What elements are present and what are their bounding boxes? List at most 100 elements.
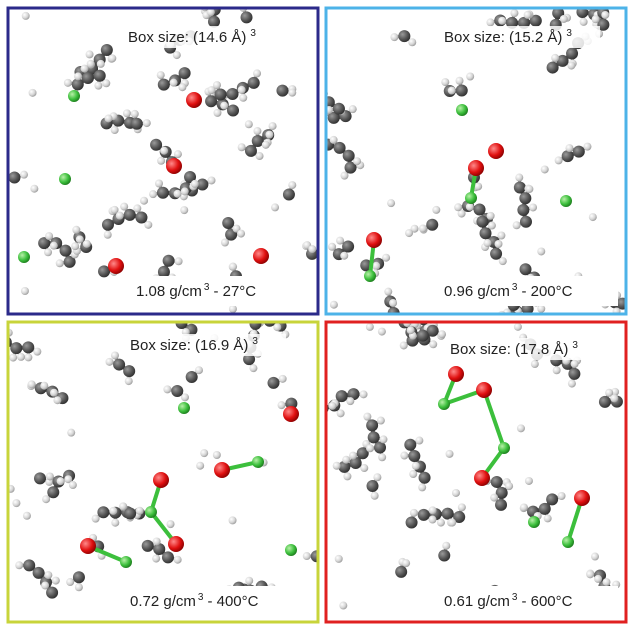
carbon-atom <box>416 329 429 342</box>
hydrogen-atom <box>104 114 113 123</box>
hydrogen-atom <box>237 229 246 238</box>
oxygen-atom <box>153 472 169 488</box>
hydrogen-atom <box>166 520 175 529</box>
oxygen-atom <box>474 470 490 486</box>
hydrogen-atom <box>486 211 495 220</box>
hydrogen-atom <box>21 11 30 20</box>
hydrogen-atom <box>605 388 614 397</box>
hydrogen-atom <box>40 381 49 390</box>
box-size-text: Box size: (15.2 Å) <box>444 29 562 46</box>
hydrogen-atom <box>24 353 33 362</box>
hydrogen-atom <box>82 239 91 248</box>
density-text: 0.72 g/cm <box>130 593 196 610</box>
hydrogen-atom <box>33 347 42 356</box>
carbon-atom <box>597 18 610 31</box>
carbon-atom <box>344 161 357 174</box>
hydrogen-atom <box>110 351 119 360</box>
oxygen-atom <box>468 160 484 176</box>
hydrogen-atom <box>342 455 351 464</box>
hydrogen-atom <box>442 541 451 550</box>
box-size-label: Box size: (15.2 Å) 3 <box>444 28 572 46</box>
hydrogen-atom <box>418 224 427 233</box>
hydrogen-atom <box>239 93 248 102</box>
hydrogen-atom <box>384 287 393 296</box>
hydrogen-atom <box>591 15 600 24</box>
hydrogen-atom <box>119 502 128 511</box>
carbon-atom <box>162 254 175 267</box>
carbon-atom <box>417 508 430 521</box>
hydrogen-atom <box>454 203 463 212</box>
carbon-atom <box>135 211 148 224</box>
carbon-atom <box>513 181 526 194</box>
hydrogen-atom <box>567 61 576 70</box>
hydrogen-atom <box>340 251 349 260</box>
hydrogen-atom <box>12 499 21 508</box>
hydrogen-atom <box>402 559 411 568</box>
bond <box>482 389 506 449</box>
hydrogen-atom <box>213 81 222 90</box>
hydrogen-atom <box>160 146 169 155</box>
hydrogen-atom <box>277 401 286 410</box>
carbon-atom <box>518 16 531 29</box>
hydrogen-atom <box>75 235 84 244</box>
hydrogen-atom <box>360 464 369 473</box>
panel-border <box>6 320 320 624</box>
chlorine-atom <box>252 456 264 468</box>
hydrogen-atom <box>190 179 199 188</box>
carbon-atom <box>93 69 106 82</box>
carbon-atom <box>455 84 468 97</box>
hydrogen-atom <box>255 152 264 161</box>
carbon-atom <box>327 111 340 124</box>
hydrogen-atom <box>102 79 111 88</box>
carbon-atom <box>276 84 289 97</box>
hydrogen-atom <box>261 140 270 149</box>
molecules <box>8 8 318 314</box>
hydrogen-atom <box>8 484 15 493</box>
hydrogen-atom <box>130 109 139 118</box>
hydrogen-atom <box>328 242 337 251</box>
hydrogen-atom <box>408 38 417 47</box>
oxygen-atom <box>253 248 269 264</box>
hydrogen-atom <box>363 412 372 421</box>
carbon-atom <box>184 171 197 184</box>
carbon-atom <box>150 138 163 151</box>
carbon-atom <box>185 371 198 384</box>
hydrogen-atom <box>80 64 89 73</box>
hydrogen-atom <box>591 552 600 561</box>
chlorine-atom <box>465 192 477 204</box>
hydrogen-atom <box>44 571 53 580</box>
carbon-atom <box>342 240 355 253</box>
carbon-atom <box>178 67 191 80</box>
box-size-label: Box size: (17.8 Å) 3 <box>450 340 578 358</box>
hydrogen-atom <box>389 299 398 308</box>
hydrogen-atom <box>120 202 129 211</box>
hydrogen-atom <box>96 59 105 68</box>
hydrogen-atom <box>71 242 80 251</box>
oxygen-atom <box>476 382 492 398</box>
hydrogen-atom <box>537 247 546 256</box>
carbon-atom <box>349 456 362 469</box>
carbon-atom <box>10 342 23 355</box>
hydrogen-atom <box>200 449 209 458</box>
hydrogen-atom <box>288 181 297 190</box>
box-size-text: Box size: (17.8 Å) <box>450 341 568 358</box>
hydrogen-atom <box>409 508 418 517</box>
carbon-atom <box>130 117 143 130</box>
carbon-atom <box>249 322 262 330</box>
carbon-atom <box>208 15 221 28</box>
carbon-atom <box>113 358 126 371</box>
carbon-atom <box>227 104 240 117</box>
carbon-atom <box>100 43 113 56</box>
carbon-atom <box>214 88 227 101</box>
chlorine-atom <box>456 104 468 116</box>
hydrogen-atom <box>133 204 142 213</box>
carbon-atom <box>23 559 36 572</box>
carbon-atom <box>374 441 387 454</box>
hydrogen-atom <box>377 327 386 336</box>
hydrogen-atom <box>194 366 203 375</box>
hydrogen-atom <box>41 581 50 590</box>
hydrogen-atom <box>441 78 450 87</box>
hydrogen-atom <box>428 515 437 524</box>
hydrogen-atom <box>349 451 358 460</box>
chlorine-atom <box>364 270 376 282</box>
